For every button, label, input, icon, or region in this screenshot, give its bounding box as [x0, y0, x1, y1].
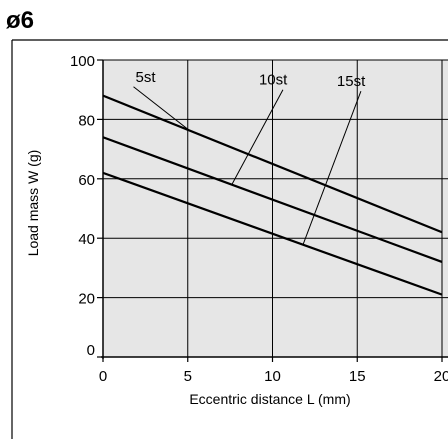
plot-area	[103, 60, 448, 357]
y-tick-label: 80	[78, 112, 95, 129]
series-line-15st	[102, 171, 443, 296]
y-tick-label: 60	[78, 172, 95, 189]
series-leader-line	[133, 86, 190, 131]
x-tick-label: 5	[184, 368, 192, 385]
series-label-5st: 5st	[136, 69, 157, 86]
series-leader-line	[302, 91, 362, 245]
series-lines	[102, 94, 443, 296]
grid	[103, 59, 448, 357]
x-axis-label: Eccentric distance L (mm)	[189, 391, 350, 407]
x-tick-label: 0	[99, 368, 107, 385]
chart-title: ø6	[6, 7, 34, 34]
series-label-10st: 10st	[259, 72, 288, 89]
series-labels: 5st 10st 15st	[133, 69, 366, 245]
series-leader-line	[231, 89, 284, 185]
y-tick-label: 20	[78, 291, 95, 308]
y-tick-label: 0	[87, 342, 95, 359]
x-tick-label: 10	[264, 368, 281, 385]
x-tick-label: 20	[434, 368, 448, 385]
y-axis-label: Load mass W (g)	[25, 150, 41, 257]
x-tick-label: 15	[349, 368, 366, 385]
series-line-10st	[102, 136, 443, 263]
series-label-15st: 15st	[337, 73, 366, 90]
axes	[97, 59, 448, 362]
y-tick-label: 40	[78, 231, 95, 248]
series-line-5st	[102, 94, 443, 234]
y-tick-label: 100	[70, 53, 95, 70]
tick-labels: 0 20 40 60 80 100 0 5 10 15 20	[70, 53, 448, 385]
